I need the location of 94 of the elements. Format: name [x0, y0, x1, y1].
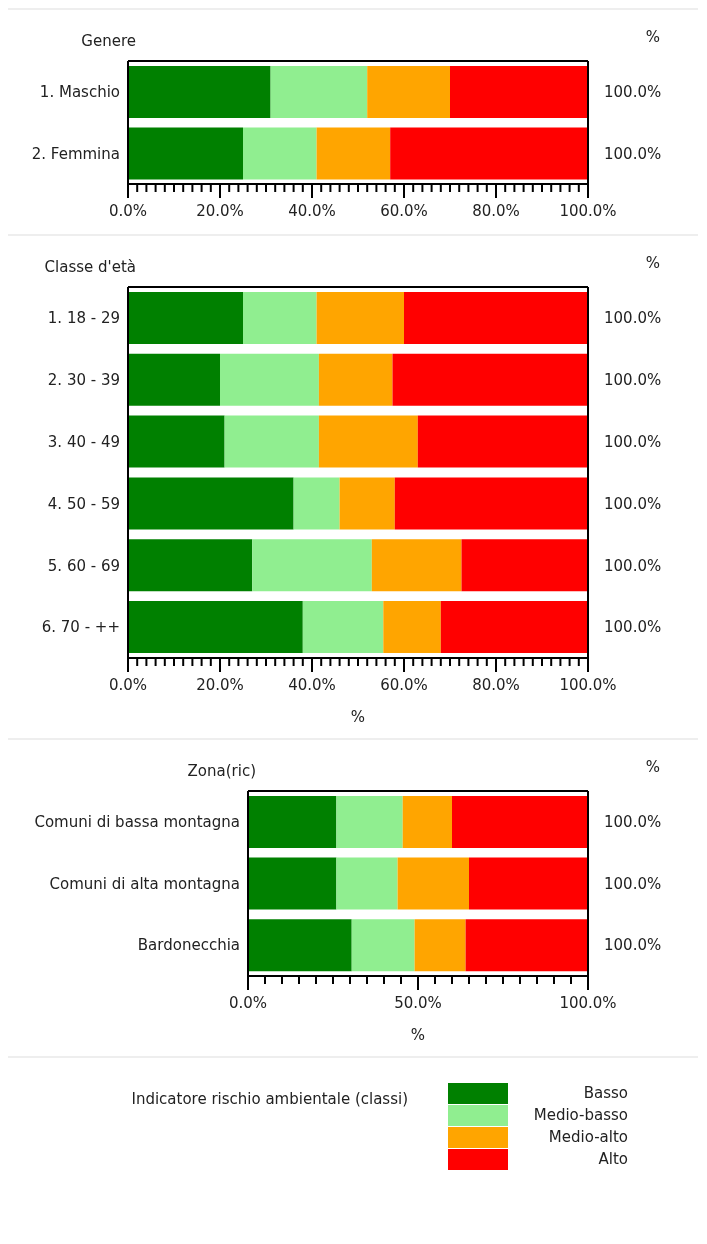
x-tick-label: 40.0%: [288, 676, 336, 694]
total-label: 100.0%: [604, 618, 662, 637]
y-tick-label: 2. Femmina: [31, 144, 120, 163]
bar: [452, 795, 588, 848]
bar: [440, 601, 588, 654]
legend-label: Medio-basso: [532, 1106, 628, 1124]
x-tick-label: 100.0%: [559, 994, 617, 1012]
bar: [224, 415, 319, 468]
bar: [248, 857, 337, 910]
y-tick-label: 3. 40 - 49: [47, 432, 120, 451]
y-tick-label: 1. 18 - 29: [47, 309, 120, 328]
y-tick-label: 2. 30 - 39: [47, 371, 120, 390]
legend-title: Indicatore rischio ambientale (classi): [130, 1089, 408, 1110]
bar: [248, 919, 352, 972]
y-tick-label: Comuni di alta montagna: [49, 874, 240, 893]
bar: [450, 65, 588, 118]
y-tick-label: 4. 50 - 59: [47, 494, 120, 513]
x-tick-label: 20.0%: [196, 202, 244, 220]
total-label: 100.0%: [604, 144, 662, 163]
text: Alto: [597, 1150, 628, 1168]
total-label: 100.0%: [604, 936, 662, 955]
bar: [302, 601, 384, 654]
bar: [128, 601, 303, 654]
x-tick-label: 0.0%: [108, 202, 148, 220]
x-tick-label: 100.0%: [559, 676, 617, 694]
bar: [128, 415, 225, 468]
bar: [316, 127, 391, 180]
x-tick-label: 40.0%: [288, 202, 336, 220]
bar: [414, 919, 466, 972]
bar: [243, 291, 317, 344]
bar: [417, 415, 588, 468]
total-label: 100.0%: [604, 494, 662, 513]
bar: [336, 857, 398, 910]
x-tick-label: 100.0%: [559, 202, 617, 220]
bar: [248, 795, 337, 848]
bar: [252, 539, 372, 592]
bar: [128, 539, 253, 592]
y-tick-label: 5. 60 - 69: [47, 556, 120, 575]
bar: [316, 291, 404, 344]
bar: [318, 353, 393, 406]
text: Basso: [582, 1084, 628, 1102]
bar: [128, 353, 220, 406]
bar: [128, 291, 243, 344]
bar: [220, 353, 319, 406]
bar: [371, 539, 462, 592]
bar: [465, 919, 588, 972]
y-tick-label: 1. Maschio: [39, 83, 120, 102]
total-label: 100.0%: [604, 309, 662, 328]
x-axis-title: %: [409, 1026, 427, 1046]
bar: [128, 127, 243, 180]
bar: [128, 477, 294, 530]
text: %: [645, 254, 660, 272]
y-axis-title: Genere: [80, 32, 136, 50]
bar: [390, 127, 588, 180]
bar: [367, 65, 450, 118]
bar: [270, 65, 368, 118]
bar: [404, 291, 588, 344]
y-tick-label: 6. 70 - ++: [41, 618, 120, 637]
total-label: 100.0%: [604, 432, 662, 451]
total-label: 100.0%: [604, 83, 662, 102]
bar: [392, 353, 588, 406]
x-tick-label: 60.0%: [380, 676, 428, 694]
x-tick-label: 60.0%: [380, 202, 428, 220]
bar: [339, 477, 395, 530]
total-label: 100.0%: [604, 813, 662, 832]
y-axis-title: Zona(ric): [186, 762, 256, 780]
text: %: [645, 28, 660, 46]
y-axis-title: Classe d'età: [43, 258, 136, 276]
total-label: 100.0%: [604, 874, 662, 893]
bar: [318, 415, 418, 468]
x-tick-label: 0.0%: [228, 994, 268, 1012]
x-tick-label: 0.0%: [108, 676, 148, 694]
bar: [461, 539, 588, 592]
bar: [336, 795, 403, 848]
bar: [243, 127, 317, 180]
bar: [397, 857, 469, 910]
bar: [394, 477, 588, 530]
text: Medio-alto: [547, 1128, 628, 1146]
y-tick-label: Comuni di bassa montagna: [34, 813, 240, 832]
bar: [402, 795, 452, 848]
bar: [128, 65, 271, 118]
x-tick-label: 80.0%: [472, 202, 520, 220]
bar: [383, 601, 441, 654]
bar: [293, 477, 340, 530]
y-tick-label: Bardonecchia: [137, 936, 240, 955]
x-tick-label: 50.0%: [394, 994, 442, 1012]
total-label: 100.0%: [604, 556, 662, 575]
x-axis-title: %: [349, 708, 367, 728]
x-tick-label: 20.0%: [196, 676, 244, 694]
text: %: [645, 758, 660, 776]
bar: [351, 919, 415, 972]
total-label: 100.0%: [604, 371, 662, 390]
x-tick-label: 80.0%: [472, 676, 520, 694]
bar: [469, 857, 588, 910]
